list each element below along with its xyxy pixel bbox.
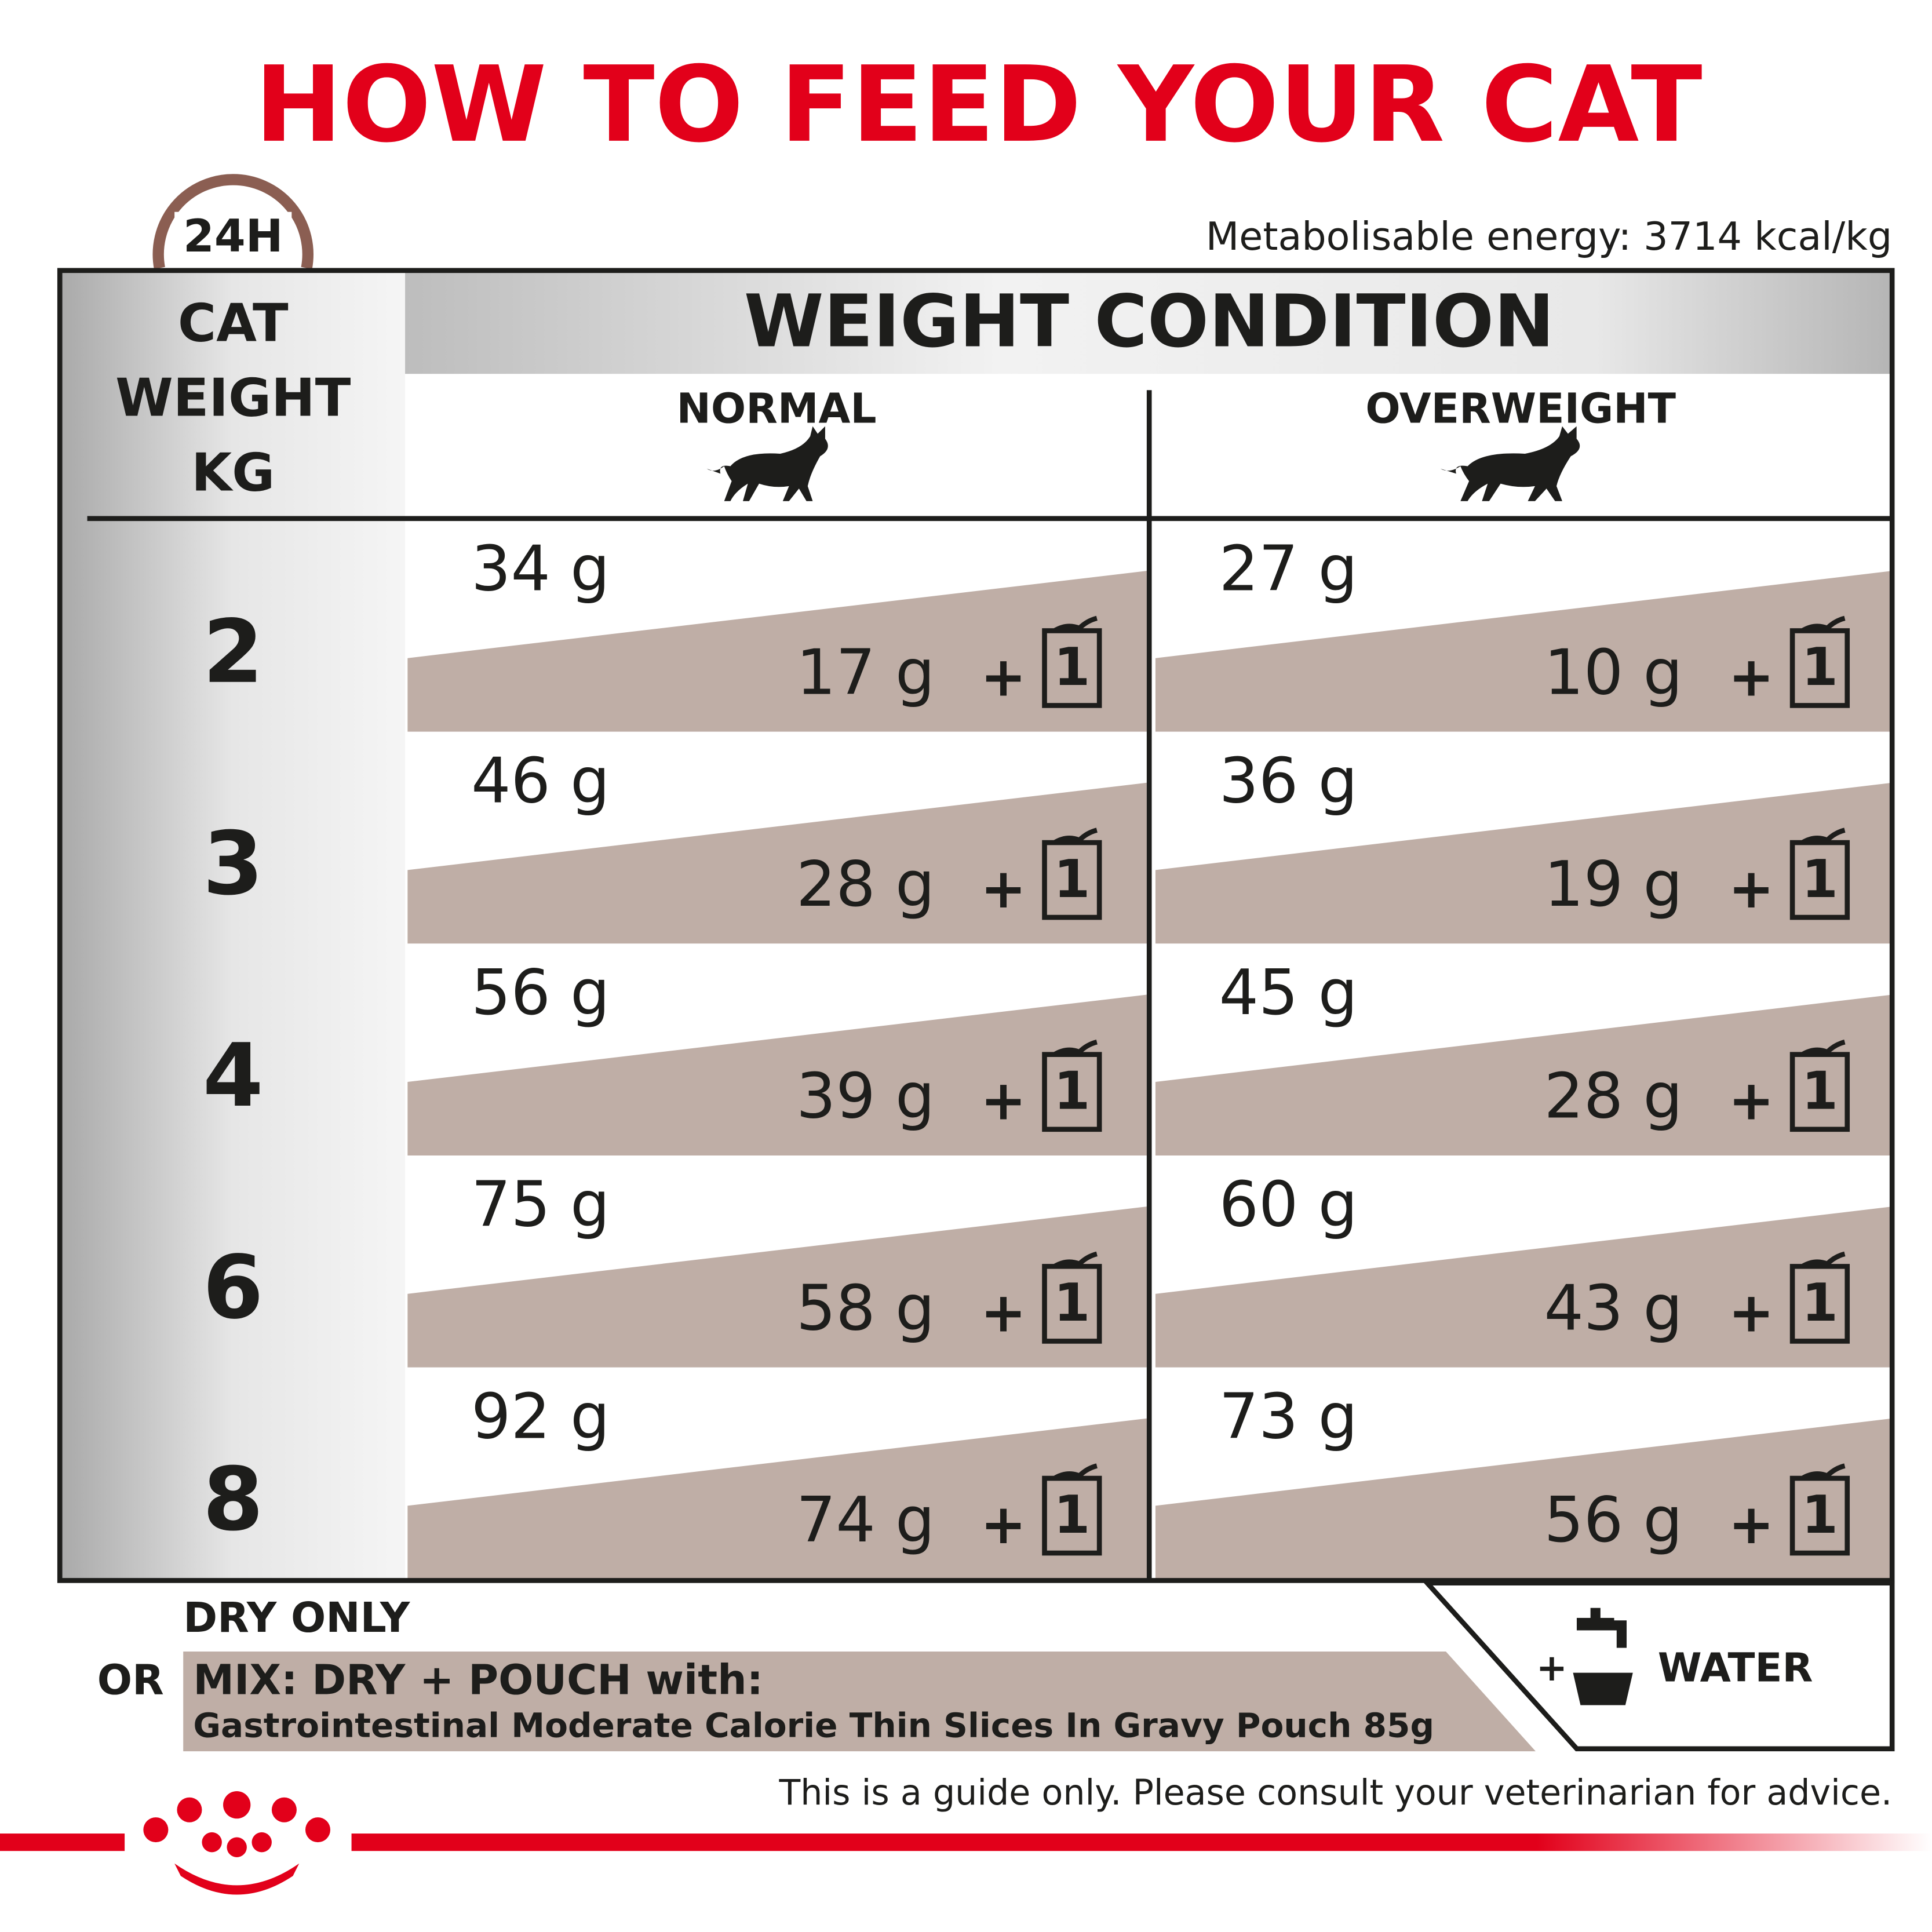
- water-box: [1421, 1580, 1895, 1752]
- weight-header: KG: [191, 443, 275, 504]
- cat-icon: [1440, 426, 1580, 501]
- mix-band: [1155, 1418, 1893, 1581]
- dry-amount: 34 g: [471, 533, 610, 606]
- column-header: OVERWEIGHT: [1365, 384, 1676, 432]
- pouch-icon: [1789, 1040, 1850, 1132]
- plus: +: [980, 1069, 1026, 1133]
- badge: 24H: [183, 210, 283, 263]
- mix-band: [1155, 571, 1893, 733]
- dry-only: DRY ONLY: [183, 1594, 411, 1642]
- cat-weight: 4: [203, 1025, 264, 1127]
- mix-band: [407, 1418, 1147, 1581]
- mix-band: [407, 782, 1147, 945]
- pouch-count: 1: [1802, 1273, 1838, 1333]
- cat-icon: [706, 426, 828, 501]
- mix-band: [407, 994, 1147, 1157]
- plus: +: [1728, 857, 1774, 921]
- dry-amount: 36 g: [1219, 745, 1358, 817]
- mix-amount: 39 g: [796, 1060, 935, 1133]
- weight-column-bg: [60, 270, 406, 1581]
- plus: +: [1728, 1281, 1774, 1344]
- pouch-icon: [1042, 615, 1102, 708]
- pouch-icon: [1042, 1251, 1102, 1344]
- cat-weight: 3: [203, 812, 264, 914]
- water: WATER: [1658, 1645, 1813, 1691]
- mix-amount: 74 g: [796, 1484, 935, 1556]
- cat-weight: 6: [203, 1237, 264, 1339]
- pouch-count: 1: [1054, 637, 1090, 698]
- pouch-icon: [1789, 1251, 1850, 1344]
- plus: +: [1728, 1493, 1774, 1556]
- mix-band: [1155, 1206, 1893, 1369]
- pouch-count: 1: [1054, 849, 1090, 910]
- mix-band: [407, 1206, 1147, 1369]
- badge-bg: [174, 212, 292, 267]
- mix-amount: 28 g: [1544, 1060, 1683, 1133]
- pouch-icon: [1789, 828, 1850, 920]
- crown-logo: [143, 1791, 331, 1895]
- mix-amount: 10 g: [1544, 636, 1683, 709]
- pouch-icon: [1042, 1463, 1102, 1556]
- mix-band: [1155, 782, 1893, 945]
- plus: +: [1728, 645, 1774, 709]
- title: HOW TO FEED YOUR CAT: [254, 43, 1702, 166]
- column-header-bg: [1149, 374, 1894, 519]
- pouch-count: 1: [1802, 1060, 1838, 1121]
- energy: Metabolisable energy: 3714 kcal/kg: [1206, 214, 1892, 259]
- pouch-count: 1: [1054, 1273, 1090, 1333]
- dry-amount: 60 g: [1219, 1169, 1358, 1241]
- weight-header: WEIGHT: [115, 368, 351, 429]
- pouch-count: 1: [1802, 1485, 1838, 1545]
- red-line: [351, 1833, 1932, 1851]
- mix-amount: 58 g: [796, 1272, 935, 1344]
- table-border: [57, 268, 1895, 1583]
- mix-amount: 17 g: [796, 636, 935, 709]
- pouch-count: 1: [1802, 849, 1838, 910]
- pouch-icon: [1789, 615, 1850, 708]
- pouch-count: 1: [1054, 1060, 1090, 1121]
- mix: MIX: DRY + POUCH with:: [193, 1656, 763, 1704]
- condition-header: WEIGHT CONDITION: [744, 280, 1555, 364]
- dry-amount: 73 g: [1219, 1380, 1358, 1453]
- mix-band: [183, 1652, 1536, 1752]
- dry-amount: 56 g: [471, 957, 610, 1029]
- dry-amount: 75 g: [471, 1169, 610, 1241]
- weight-header: CAT: [178, 293, 289, 353]
- header-band: [405, 270, 1893, 374]
- mix-amount: 43 g: [1544, 1272, 1683, 1344]
- cat-weight: 8: [203, 1448, 264, 1550]
- dry-amount: 92 g: [471, 1380, 610, 1453]
- mix-amount: 28 g: [796, 848, 935, 921]
- mix-amount: 56 g: [1544, 1484, 1683, 1556]
- water-plus: +: [1536, 1646, 1568, 1690]
- plus: +: [1728, 1069, 1774, 1133]
- pouch-count: 1: [1054, 1485, 1090, 1545]
- dry-amount: 45 g: [1219, 957, 1358, 1029]
- column-header: NORMAL: [676, 384, 876, 432]
- mix-band: [407, 571, 1147, 733]
- plus: +: [980, 1281, 1026, 1344]
- mix-band: [1155, 994, 1893, 1157]
- pouch-icon: [1042, 828, 1102, 920]
- or: OR: [97, 1656, 164, 1704]
- clock-arc: [152, 174, 314, 269]
- column-header-bg: [405, 374, 1150, 519]
- mix-amount: 19 g: [1544, 848, 1683, 921]
- cat-weight: 2: [203, 601, 264, 703]
- pouch-count: 1: [1802, 637, 1838, 698]
- pouch-icon: [1789, 1463, 1850, 1556]
- pouch-icon: [1042, 1040, 1102, 1132]
- disclaimer: This is a guide only. Please consult you…: [778, 1773, 1892, 1813]
- plus: +: [980, 857, 1026, 921]
- dry-amount: 46 g: [471, 745, 610, 817]
- product: Gastrointestinal Moderate Calorie Thin S…: [193, 1705, 1434, 1745]
- dry-amount: 27 g: [1219, 533, 1358, 606]
- plus: +: [980, 1493, 1026, 1556]
- red-line: [0, 1833, 125, 1851]
- plus: +: [980, 645, 1026, 709]
- tap-icon: [1573, 1607, 1633, 1705]
